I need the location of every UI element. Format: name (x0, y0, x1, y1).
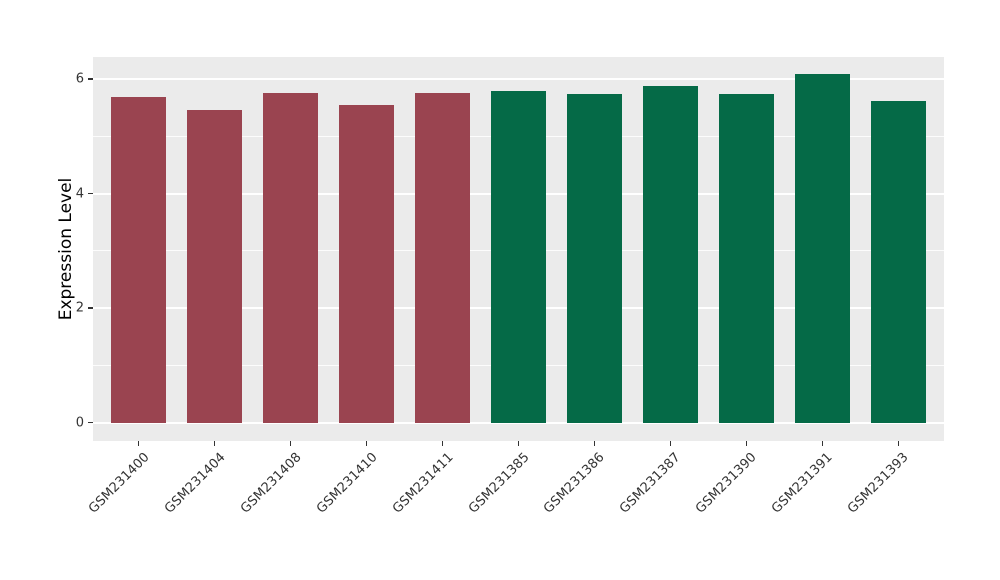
bar-GSM231393 (871, 100, 926, 423)
y-tick-label: 6 (75, 71, 84, 87)
bar-GSM231390 (719, 93, 774, 423)
x-tick-mark (897, 441, 900, 446)
y-tick-label: 2 (75, 300, 84, 316)
bar-GSM231411 (415, 93, 470, 423)
bar-GSM231385 (491, 91, 546, 423)
x-tick-label: GSM231404 (161, 450, 229, 517)
y-tick-mark (88, 192, 93, 195)
x-tick-mark (289, 441, 292, 446)
y-tick-label: 0 (75, 415, 84, 431)
y-tick-mark (88, 78, 93, 80)
x-tick-mark (365, 441, 368, 446)
bar-GSM231391 (795, 73, 850, 423)
x-tick-label: GSM231393 (845, 450, 913, 517)
bar-GSM231386 (567, 93, 622, 423)
x-tick-mark (137, 441, 140, 446)
x-tick-label: GSM231387 (617, 450, 685, 517)
bar-GSM231400 (111, 96, 166, 423)
x-tick-label: GSM231400 (85, 450, 153, 517)
x-tick-label: GSM231386 (541, 450, 609, 517)
bar-GSM231387 (643, 85, 698, 423)
gridline-major (93, 78, 944, 81)
x-tick-label: GSM231408 (237, 450, 305, 517)
y-tick-mark (88, 307, 93, 309)
x-tick-label: GSM231390 (693, 450, 761, 517)
x-tick-mark (593, 441, 596, 446)
x-tick-label: GSM231385 (465, 450, 533, 517)
x-tick-mark (517, 441, 520, 446)
bar-GSM231408 (263, 93, 318, 423)
x-tick-label: GSM231410 (313, 450, 381, 517)
x-tick-mark (441, 441, 444, 446)
x-tick-mark (669, 441, 672, 446)
x-tick-mark (821, 441, 824, 446)
y-tick-mark (88, 421, 93, 424)
x-tick-mark (745, 441, 748, 446)
y-tick-label: 4 (75, 186, 84, 202)
x-tick-label: GSM231411 (389, 450, 457, 517)
bar-GSM231404 (187, 109, 242, 423)
bar-GSM231410 (339, 104, 394, 423)
x-tick-label: GSM231391 (769, 450, 837, 517)
gridline-major (93, 421, 944, 424)
plot-panel (93, 57, 944, 441)
x-tick-mark (213, 441, 216, 446)
